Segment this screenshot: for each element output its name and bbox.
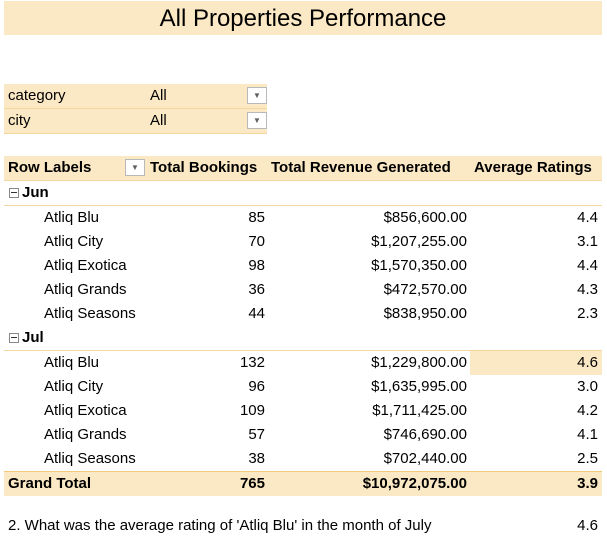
table-row: Atliq City 70 $1,207,255.00 3.1 bbox=[4, 230, 602, 254]
property-name: Atliq Grands bbox=[44, 426, 127, 443]
filter-value: All bbox=[150, 112, 167, 129]
chevron-down-icon: ▼ bbox=[253, 91, 261, 100]
grand-total-row: Grand Total 765 $10,972,075.00 3.9 bbox=[4, 471, 602, 496]
rating-value: 3.0 bbox=[577, 378, 598, 395]
grand-total-bookings: 765 bbox=[239, 475, 265, 492]
table-row: Atliq Blu 85 $856,600.00 4.4 bbox=[4, 206, 602, 230]
rating-value: 3.1 bbox=[577, 233, 598, 250]
table-row: Atliq Grands 57 $746,690.00 4.1 bbox=[4, 423, 602, 447]
pivot-table: Row Labels ▼ Total Bookings Total Revenu… bbox=[4, 156, 602, 496]
property-name: Atliq Exotica bbox=[44, 257, 127, 274]
selected-cell-highlight bbox=[470, 351, 602, 375]
chevron-down-icon: ▼ bbox=[131, 163, 139, 172]
month-label: Jun bbox=[22, 184, 49, 201]
rating-value: 2.5 bbox=[577, 450, 598, 467]
property-name: Atliq Blu bbox=[44, 354, 100, 371]
pivot-filters: category All ▼ city All ▼ bbox=[4, 84, 267, 134]
rating-value: 4.6 bbox=[577, 354, 598, 371]
grand-total-rating: 3.9 bbox=[577, 475, 598, 492]
header-row-labels: Row Labels bbox=[8, 159, 92, 176]
rating-value: 4.4 bbox=[577, 209, 598, 226]
revenue-value: $1,711,425.00 bbox=[372, 402, 467, 419]
table-row: Atliq Blu 132 $1,229,800.00 4.6 bbox=[4, 351, 602, 375]
property-name: Atliq City bbox=[44, 378, 104, 395]
bookings-value: 70 bbox=[248, 233, 265, 250]
month-label: Jul bbox=[22, 329, 44, 346]
bookings-value: 36 bbox=[248, 281, 265, 298]
answer-value: 4.6 bbox=[577, 517, 598, 534]
table-row: Atliq City 96 $1,635,995.00 3.0 bbox=[4, 375, 602, 399]
property-name: Atliq Blu bbox=[44, 209, 100, 226]
rating-value: 4.1 bbox=[577, 426, 598, 443]
table-row: Atliq Seasons 38 $702,440.00 2.5 bbox=[4, 447, 602, 471]
property-name: Atliq Exotica bbox=[44, 402, 127, 419]
revenue-value: $702,440.00 bbox=[383, 450, 467, 467]
bookings-value: 85 bbox=[248, 209, 265, 226]
filter-dropdown-button[interactable]: ▼ bbox=[247, 112, 267, 129]
rating-value: 2.3 bbox=[577, 305, 598, 322]
rating-value: 4.3 bbox=[577, 281, 598, 298]
bookings-value: 57 bbox=[248, 426, 265, 443]
rating-value: 4.4 bbox=[577, 257, 598, 274]
rating-value: 4.2 bbox=[577, 402, 598, 419]
property-name: Atliq Seasons bbox=[44, 305, 136, 322]
bookings-value: 96 bbox=[248, 378, 265, 395]
collapse-icon[interactable] bbox=[9, 333, 19, 343]
filter-label: city bbox=[8, 112, 31, 129]
revenue-value: $1,570,350.00 bbox=[371, 257, 467, 274]
question-text: 2. What was the average rating of 'Atliq… bbox=[8, 517, 432, 534]
property-name: Atliq Seasons bbox=[44, 450, 136, 467]
revenue-value: $1,635,995.00 bbox=[371, 378, 467, 395]
property-name: Atliq City bbox=[44, 233, 104, 250]
bookings-value: 109 bbox=[239, 402, 265, 419]
property-name: Atliq Grands bbox=[44, 281, 127, 298]
filter-category: category All ▼ bbox=[4, 84, 267, 109]
table-row: Atliq Exotica 109 $1,711,425.00 4.2 bbox=[4, 399, 602, 423]
filter-label: category bbox=[8, 87, 66, 104]
bookings-value: 132 bbox=[239, 354, 265, 371]
grand-total-label: Grand Total bbox=[8, 475, 92, 492]
grand-total-revenue: $10,972,075.00 bbox=[362, 475, 467, 492]
sheet-title: All Properties Performance bbox=[4, 1, 602, 35]
header-total-bookings: Total Bookings bbox=[150, 159, 258, 176]
filter-dropdown-button[interactable]: ▼ bbox=[247, 87, 267, 104]
month-group-row: Jul bbox=[4, 326, 602, 351]
filter-value: All bbox=[150, 87, 167, 104]
pivot-header-row: Row Labels ▼ Total Bookings Total Revenu… bbox=[4, 156, 602, 181]
revenue-value: $472,570.00 bbox=[383, 281, 467, 298]
header-average-ratings: Average Ratings bbox=[474, 159, 592, 176]
revenue-value: $1,229,800.00 bbox=[371, 354, 467, 371]
table-row: Atliq Seasons 44 $838,950.00 2.3 bbox=[4, 302, 602, 326]
filter-city: city All ▼ bbox=[4, 109, 267, 134]
collapse-icon[interactable] bbox=[9, 188, 19, 198]
bookings-value: 98 bbox=[248, 257, 265, 274]
revenue-value: $1,207,255.00 bbox=[371, 233, 467, 250]
bookings-value: 38 bbox=[248, 450, 265, 467]
bookings-value: 44 bbox=[248, 305, 265, 322]
revenue-value: $856,600.00 bbox=[383, 209, 467, 226]
header-total-revenue: Total Revenue Generated bbox=[271, 159, 451, 176]
revenue-value: $746,690.00 bbox=[383, 426, 467, 443]
table-row: Atliq Grands 36 $472,570.00 4.3 bbox=[4, 278, 602, 302]
chevron-down-icon: ▼ bbox=[253, 116, 261, 125]
month-group-row: Jun bbox=[4, 181, 602, 206]
table-row: Atliq Exotica 98 $1,570,350.00 4.4 bbox=[4, 254, 602, 278]
revenue-value: $838,950.00 bbox=[383, 305, 467, 322]
row-labels-filter-button[interactable]: ▼ bbox=[125, 159, 145, 176]
